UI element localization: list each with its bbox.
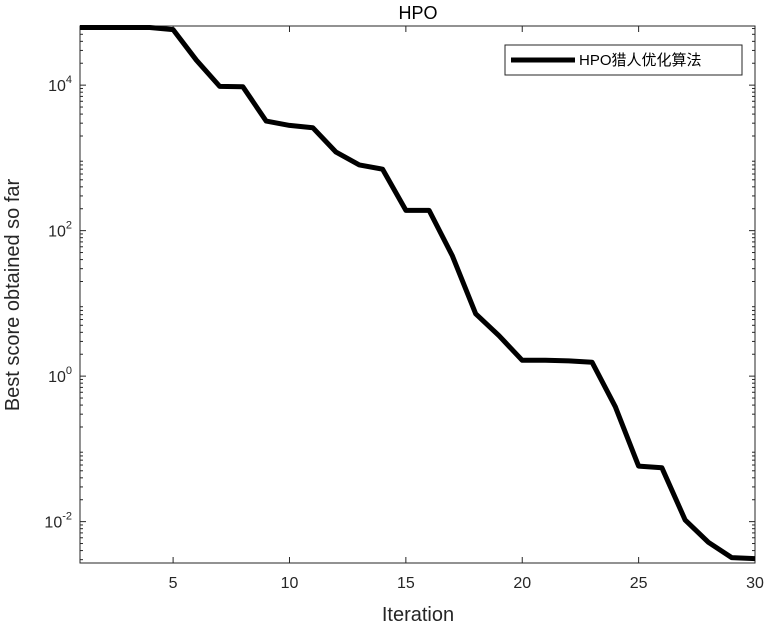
- x-tick-labels: 5 10 15 20 25 30: [169, 575, 764, 592]
- x-tick-label: 30: [746, 575, 764, 592]
- x-tick-label: 20: [513, 575, 531, 592]
- x-tick-label: 5: [169, 575, 178, 592]
- legend-label: HPO猎人优化算法: [579, 51, 702, 69]
- series-line: [80, 25, 756, 562]
- y-tick-label: 102: [48, 220, 72, 241]
- y-tick-label: 104: [48, 74, 72, 95]
- y-tick-labels: 10-2 100 102 104: [44, 74, 72, 531]
- x-tick-label: 10: [281, 575, 299, 592]
- y-axis-label: Best score obtained so far: [2, 178, 24, 411]
- x-tick-label: 25: [630, 575, 648, 592]
- x-tick-label: 15: [397, 575, 415, 592]
- y-tick-label: 100: [48, 365, 72, 386]
- y-tick-label: 10-2: [44, 511, 72, 532]
- legend: HPO猎人优化算法: [504, 44, 743, 76]
- chart-title: HPO: [398, 3, 437, 23]
- plot-area: [79, 25, 756, 564]
- axis-ticks: [80, 26, 756, 563]
- x-axis-label: Iteration: [382, 604, 454, 626]
